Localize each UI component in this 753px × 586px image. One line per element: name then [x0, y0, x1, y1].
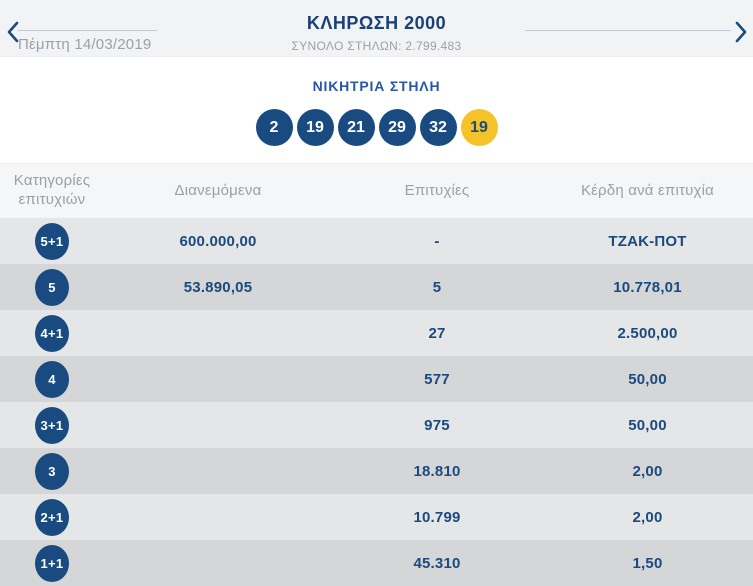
winners-value: 975 [424, 416, 450, 434]
previous-draw-button[interactable] [2, 20, 22, 46]
category-header-line1: Κατηγορίες [13, 172, 91, 190]
winning-column-title: ΝΙΚΗΤΡΙΑ ΣΤΗΛΗ [312, 78, 441, 94]
category-badge: 5+1 [35, 222, 69, 260]
draw-header: ΚΛΗΡΩΣΗ 2000 ΣΥΝΟΛΟ ΣΤΗΛΩΝ: 2.799.483 [0, 0, 753, 53]
category-cell: 5+1 [0, 222, 104, 260]
category-badge: 1+1 [35, 544, 69, 582]
category-badge: 3 [35, 452, 69, 490]
winners-column-header: Επιτυχίες [404, 181, 470, 199]
table-row: 4+1 27 2.500,00 [0, 310, 753, 356]
winning-number-ball: 19 [296, 109, 334, 146]
prize-value: 2,00 [632, 508, 663, 526]
draw-navigation-bar: Πέμπτη 14/03/2019 ΚΛΗΡΩΣΗ 2000 ΣΥΝΟΛΟ ΣΤ… [0, 0, 753, 57]
category-cell: 3 [0, 452, 104, 490]
winners-value: 45.310 [413, 554, 461, 572]
chevron-right-icon [735, 21, 748, 46]
chevron-left-icon [6, 21, 19, 46]
category-cell: 4 [0, 360, 104, 398]
category-badge: 4+1 [35, 314, 69, 352]
table-row: 1+1 45.310 1,50 [0, 540, 753, 586]
winners-value: 5 [432, 278, 442, 296]
distributed-column-header: Διανεμόμενα [174, 181, 262, 199]
prize-value: 50,00 [628, 370, 667, 388]
table-row: 4 577 50,00 [0, 356, 753, 402]
winning-column-section: ΝΙΚΗΤΡΙΑ ΣΤΗΛΗ 2 19 21 29 32 19 [0, 57, 753, 163]
winning-number-ball: 2 [255, 109, 293, 146]
category-badge: 5 [35, 268, 69, 306]
draw-date: Πέμπτη 14/03/2019 [18, 36, 152, 53]
distributed-value: 600.000,00 [179, 232, 257, 250]
distributed-value: 53.890,05 [183, 278, 253, 296]
winners-value: 18.810 [413, 462, 461, 480]
category-cell: 1+1 [0, 544, 104, 582]
table-row: 3 18.810 2,00 [0, 448, 753, 494]
category-badge: 4 [35, 360, 69, 398]
winners-value: 27 [428, 324, 446, 342]
category-cell: 2+1 [0, 498, 104, 536]
table-row: 2+1 10.799 2,00 [0, 494, 753, 540]
total-columns-label: ΣΥΝΟΛΟ ΣΤΗΛΩΝ: 2.799.483 [291, 39, 462, 53]
results-table-header: Κατηγορίες επιτυχιών Διανεμόμενα Επιτυχί… [0, 163, 753, 218]
prize-value: 50,00 [628, 416, 667, 434]
draw-title: ΚΛΗΡΩΣΗ 2000 [306, 13, 447, 33]
prize-value: 1,50 [632, 554, 663, 572]
prize-value: 10.778,01 [613, 278, 682, 296]
next-draw-button[interactable] [731, 20, 751, 46]
winners-value: 10.799 [413, 508, 461, 526]
winning-number-ball: 29 [378, 109, 416, 146]
results-table-body: 5+1 600.000,00 - ΤΖΑΚ-ΠΟΤ 5 53.890,05 5 10.778,… [0, 218, 753, 586]
prize-value: ΤΖΑΚ-ΠΟΤ [608, 232, 687, 250]
table-row: 3+1 975 50,00 [0, 402, 753, 448]
left-divider-line [18, 30, 157, 31]
right-divider-line [525, 30, 731, 31]
category-cell: 3+1 [0, 406, 104, 444]
prize-column-header: Κέρδη ανά επιτυχία [580, 181, 715, 199]
category-column-header: Κατηγορίες επιτυχιών [0, 172, 104, 210]
winners-value: 577 [424, 370, 450, 388]
joker-number-ball: 19 [460, 109, 498, 146]
winning-number-ball: 32 [419, 109, 457, 146]
category-badge: 2+1 [35, 498, 69, 536]
winning-number-ball: 21 [337, 109, 375, 146]
category-header-line2: επιτυχιών [18, 191, 86, 208]
prize-value: 2,00 [632, 462, 663, 480]
category-badge: 3+1 [35, 406, 69, 444]
table-row: 5+1 600.000,00 - ΤΖΑΚ-ΠΟΤ [0, 218, 753, 264]
winners-value: - [434, 232, 440, 250]
category-cell: 5 [0, 268, 104, 306]
table-row: 5 53.890,05 5 10.778,01 [0, 264, 753, 310]
results-table: Κατηγορίες επιτυχιών Διανεμόμενα Επιτυχί… [0, 163, 753, 586]
category-cell: 4+1 [0, 314, 104, 352]
prize-value: 2.500,00 [617, 324, 678, 342]
winning-numbers: 2 19 21 29 32 19 [255, 109, 498, 146]
